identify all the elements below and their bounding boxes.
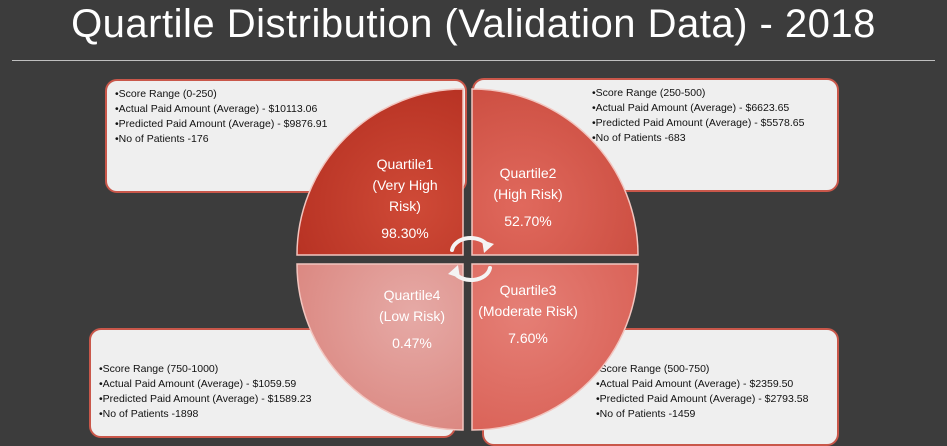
detail-line: •No of Patients -176: [115, 133, 209, 145]
quartile-name: Quartile1: [376, 156, 434, 172]
slide-title: Quartile Distribution (Validation Data) …: [71, 2, 876, 46]
detail-line: •Predicted Paid Amount (Average) - $9876…: [115, 118, 328, 130]
quartile1-label: Quartile1 (Very High Risk) 98.30%: [355, 154, 455, 244]
quartile-risk: (Moderate Risk): [478, 303, 578, 319]
quartile4-slice: [296, 263, 464, 431]
quartile3-label: Quartile3 (Moderate Risk) 7.60%: [478, 280, 578, 349]
detail-line: •No of Patients -1459: [596, 408, 696, 420]
detail-line: •Score Range (0-250): [115, 88, 217, 100]
quartile-percent: 52.70%: [504, 213, 552, 229]
detail-line: •Predicted Paid Amount (Average) - $5578…: [592, 117, 805, 129]
quartile2-slice: [471, 88, 639, 256]
detail-line: •Predicted Paid Amount (Average) - $1589…: [99, 393, 312, 405]
detail-line: •No of Patients -1898: [99, 408, 199, 420]
quartile-name: Quartile2: [499, 165, 557, 181]
quartile1-slice: [296, 88, 464, 256]
quartile-name: Quartile3: [499, 282, 557, 298]
quartile-percent: 0.47%: [392, 335, 432, 351]
detail-line: •Actual Paid Amount (Average) - $6623.65: [592, 102, 790, 114]
detail-line: •No of Patients -683: [592, 132, 686, 144]
quartile-name: Quartile4: [383, 287, 441, 303]
quartile3-slice: [471, 263, 639, 431]
quartile-risk: (Very High Risk): [372, 177, 438, 214]
detail-line: •Actual Paid Amount (Average) - $10113.0…: [115, 103, 318, 115]
quartile-risk: (Low Risk): [378, 308, 446, 324]
detail-line: •Score Range (250-500): [592, 87, 706, 99]
detail-line: •Predicted Paid Amount (Average) - $2793…: [596, 393, 809, 405]
quartile2-label: Quartile2 (High Risk) 52.70%: [478, 163, 578, 232]
quartile-risk: (High Risk): [493, 186, 563, 202]
cycle-arrowheads: [448, 240, 494, 278]
detail-line: •Actual Paid Amount (Average) - $2359.50: [596, 378, 794, 390]
detail-line: •Score Range (500-750): [596, 363, 710, 375]
title-divider: [12, 60, 935, 61]
quartile-percent: 98.30%: [381, 225, 429, 241]
detail-line: •Actual Paid Amount (Average) - $1059.59: [99, 378, 297, 390]
quartile4-label: Quartile4 (Low Risk) 0.47%: [362, 285, 462, 354]
quartile-percent: 7.60%: [508, 330, 548, 346]
detail-line: •Score Range (750-1000): [99, 363, 219, 375]
